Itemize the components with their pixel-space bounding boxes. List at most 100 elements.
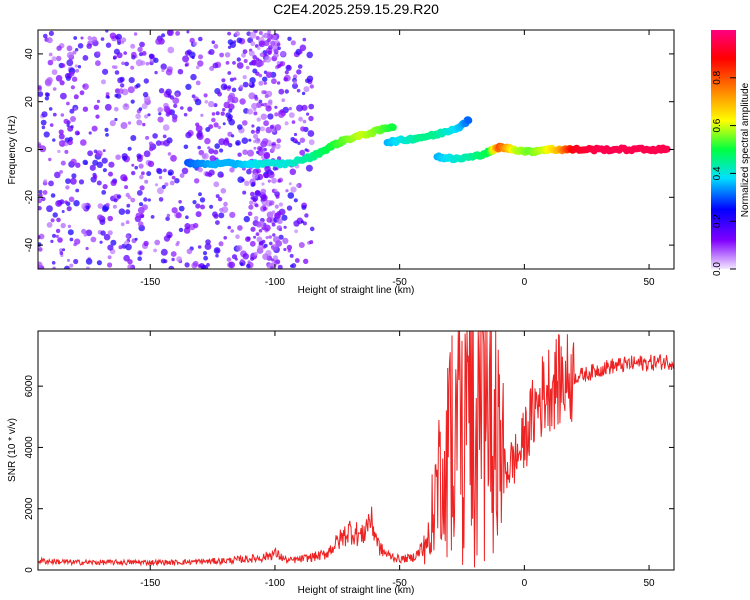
noise-point: [93, 104, 100, 111]
noise-point: [136, 83, 141, 88]
noise-point: [247, 108, 254, 115]
noise-point: [165, 68, 173, 76]
noise-point: [65, 185, 70, 190]
noise-point: [209, 66, 215, 71]
noise-point: [195, 80, 201, 86]
noise-point: [46, 205, 53, 213]
noise-point: [126, 203, 131, 208]
noise-point: [134, 165, 138, 170]
noise-point: [158, 175, 163, 180]
noise-point: [68, 196, 75, 203]
noise-point: [163, 105, 171, 113]
noise-point: [254, 216, 259, 221]
noise-point: [271, 78, 277, 85]
noise-point: [38, 91, 44, 97]
noise-point: [141, 103, 148, 110]
noise-point: [135, 113, 141, 120]
noise-point: [73, 258, 79, 265]
track-point: [465, 116, 473, 124]
colorbar-label: Normalized spectral amplitude: [740, 82, 750, 217]
noise-point: [211, 40, 216, 44]
noise-point: [70, 158, 77, 165]
noise-point: [181, 167, 189, 175]
noise-point: [303, 86, 310, 93]
noise-point: [301, 104, 308, 111]
noise-point: [197, 245, 202, 249]
noise-point: [201, 152, 209, 160]
noise-point: [161, 184, 166, 190]
noise-point: [308, 115, 314, 122]
noise-point: [43, 33, 48, 39]
noise-point: [256, 117, 261, 122]
noise-point: [71, 76, 78, 82]
noise-point: [232, 61, 236, 65]
noise-point: [263, 173, 269, 178]
noise-point: [298, 242, 305, 248]
noise-point: [274, 105, 278, 109]
noise-point: [38, 206, 42, 211]
noise-point: [73, 94, 79, 100]
noise-point: [178, 227, 184, 233]
noise-point: [157, 116, 164, 123]
noise-point: [308, 103, 315, 110]
noise-point: [240, 262, 244, 266]
noise-point: [260, 194, 268, 202]
noise-point: [110, 239, 117, 246]
noise-point: [258, 31, 263, 35]
noise-point: [273, 236, 280, 243]
noise-point: [223, 236, 227, 240]
noise-point: [228, 261, 236, 269]
noise-point: [130, 43, 136, 49]
noise-point: [272, 166, 277, 171]
noise-point: [142, 91, 149, 98]
noise-point: [66, 59, 74, 67]
noise-point: [250, 226, 256, 232]
noise-point: [118, 88, 124, 94]
noise-point: [118, 245, 123, 250]
noise-point: [66, 45, 73, 52]
noise-point: [276, 61, 281, 65]
noise-point: [225, 61, 230, 65]
noise-point: [290, 137, 296, 142]
noise-point: [191, 55, 195, 60]
noise-point: [297, 141, 301, 145]
noise-point: [101, 79, 106, 85]
noise-point: [219, 207, 224, 212]
noise-point: [170, 154, 177, 162]
noise-point: [293, 132, 298, 137]
noise-point: [107, 262, 113, 268]
noise-point: [217, 197, 223, 202]
noise-point: [267, 100, 273, 106]
noise-point: [144, 114, 149, 119]
x-tick-label: 50: [643, 578, 655, 589]
noise-point: [157, 187, 164, 195]
noise-point: [155, 38, 162, 45]
noise-point: [292, 74, 298, 79]
noise-point: [97, 214, 104, 221]
noise-point: [289, 168, 297, 176]
noise-point: [171, 207, 178, 214]
noise-point: [249, 240, 256, 247]
x-tick-label: -150: [140, 578, 160, 589]
noise-point: [281, 98, 286, 102]
noise-point: [258, 240, 264, 246]
noise-point: [113, 55, 117, 60]
noise-point: [242, 190, 247, 195]
noise-point: [273, 255, 278, 261]
noise-point: [242, 81, 249, 88]
noise-point: [105, 202, 110, 207]
noise-point: [309, 240, 314, 245]
y-tick-label: 0: [24, 146, 35, 152]
noise-point: [278, 88, 285, 95]
noise-point: [130, 197, 136, 203]
noise-point: [227, 225, 231, 230]
noise-point: [131, 163, 135, 167]
noise-point: [95, 114, 100, 119]
noise-point: [280, 109, 284, 113]
noise-point: [308, 139, 315, 146]
noise-point: [289, 253, 294, 258]
noise-point: [120, 174, 128, 182]
noise-point: [57, 149, 61, 154]
noise-point: [96, 51, 101, 56]
noise-point: [156, 168, 163, 175]
